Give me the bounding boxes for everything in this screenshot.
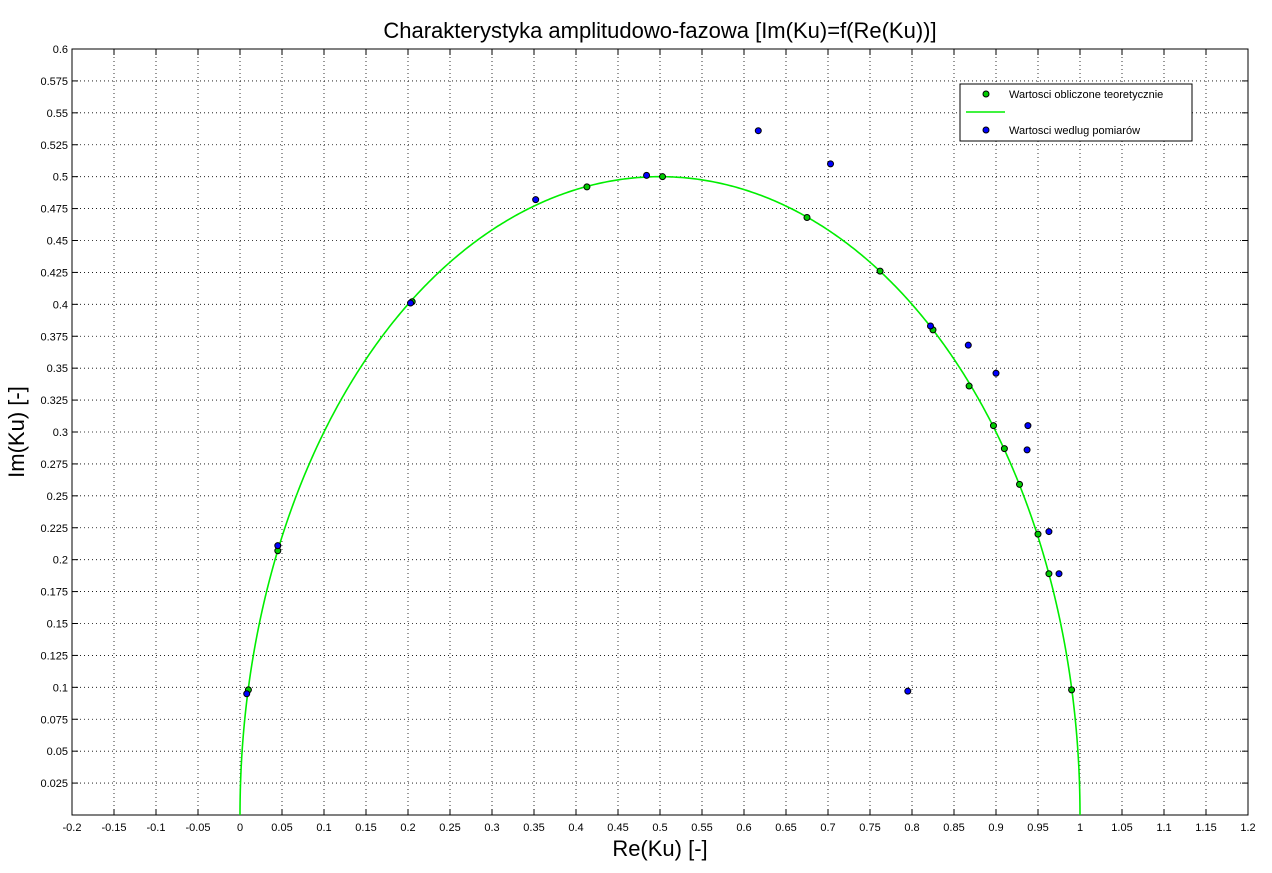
y-tick-label: 0.075 (40, 714, 68, 726)
x-tick-label: 1.15 (1195, 822, 1216, 834)
theoretical-point (876, 267, 884, 275)
x-tick-label: 0.9 (988, 822, 1003, 834)
y-tick-label: 0.2 (53, 555, 68, 567)
y-tick-label: 0.025 (40, 778, 68, 790)
theoretical-point (1045, 570, 1053, 578)
x-tick-label: -0.2 (63, 822, 82, 834)
x-tick-label: 0.7 (820, 822, 835, 834)
measured-point (1045, 528, 1053, 536)
legend: Wartosci obliczone teoretycznie Wartosci… (959, 83, 1193, 142)
theoretical-point (1034, 530, 1042, 538)
measured-point (827, 160, 835, 168)
y-tick-label: 0.425 (40, 267, 68, 279)
y-tick-label: 0.1 (53, 682, 68, 694)
theoretical-point (989, 422, 997, 430)
y-tick-label: 0.55 (47, 108, 68, 120)
y-tick-label: 0.4 (53, 299, 68, 311)
x-tick-label: 0.95 (1027, 822, 1048, 834)
y-tick-label: 0.35 (47, 363, 68, 375)
theoretical-point (1016, 480, 1024, 488)
x-axis-title: Re(Ku) [-] (612, 836, 707, 861)
theoretical-point (1068, 686, 1076, 694)
x-tick-label: 0.35 (523, 822, 544, 834)
x-tick-label: 0.45 (607, 822, 628, 834)
measured-point (754, 127, 762, 135)
x-tick-label: 1.05 (1111, 822, 1132, 834)
measured-point (904, 687, 912, 695)
y-tick-label: 0.225 (40, 523, 68, 535)
x-tick-label: 1.1 (1156, 822, 1171, 834)
x-tick-label: 0.4 (568, 822, 583, 834)
theoretical-point (803, 214, 811, 222)
y-tick-label: 0.275 (40, 459, 68, 471)
x-tick-label: -0.15 (101, 822, 126, 834)
x-tick-label: 1 (1077, 822, 1083, 834)
y-tick-label: 0.575 (40, 76, 68, 88)
y-tick-label: 0.325 (40, 395, 68, 407)
x-tick-label: 0.65 (775, 822, 796, 834)
y-tick-label: 0.525 (40, 140, 68, 152)
measured-point (964, 341, 972, 349)
chart-title: Charakterystyka amplitudowo-fazowa [Im(K… (383, 18, 936, 43)
y-tick-label: 0.6 (53, 44, 68, 56)
y-tick-label: 0.375 (40, 331, 68, 343)
x-tick-label: 0.15 (355, 822, 376, 834)
x-tick-label: 0.5 (652, 822, 667, 834)
theoretical-point (1000, 445, 1008, 453)
legend-marker-measured (982, 126, 990, 134)
theoretical-point (583, 183, 591, 191)
x-tick-label: 0.6 (736, 822, 751, 834)
x-tick-label: 0.85 (943, 822, 964, 834)
axis-ticks (71, 48, 1249, 815)
x-tick-label: 1.2 (1240, 822, 1255, 834)
y-tick-label: 0.175 (40, 587, 68, 599)
x-tick-label: 0.3 (484, 822, 499, 834)
x-tick-label: 0.1 (316, 822, 331, 834)
x-tick-label: 0.25 (439, 822, 460, 834)
y-tick-label: 0.25 (47, 491, 68, 503)
measured-point (1055, 570, 1063, 578)
legend-label-measured: Wartosci wedlug pomiarów (1009, 125, 1140, 137)
y-tick-label: 0.125 (40, 650, 68, 662)
y-tick-label: 0.45 (47, 236, 68, 248)
legend-marker-theoretical (982, 90, 990, 98)
x-tick-label: 0 (237, 822, 243, 834)
legend-label-theoretical: Wartosci obliczone teoretycznie (1009, 89, 1163, 101)
grid (71, 48, 1249, 815)
x-tick-label: 0.75 (859, 822, 880, 834)
x-tick-label: 0.05 (271, 822, 292, 834)
measured-point (643, 171, 651, 179)
y-tick-label: 0.475 (40, 204, 68, 216)
theoretical-point (965, 382, 973, 390)
x-tick-label: 0.2 (400, 822, 415, 834)
x-tick-label: -0.1 (147, 822, 166, 834)
y-tick-labels: 0.025 0.05 0.075 0.1 0.125 0.15 0.175 0.2 0.225 0… (40, 44, 68, 790)
measured-point (926, 322, 934, 330)
measured-point (1024, 422, 1032, 430)
measured-point (1023, 446, 1031, 454)
measured-point (407, 299, 415, 307)
y-axis-title: Im(Ku) [-] (4, 386, 29, 478)
x-tick-label: 0.8 (904, 822, 919, 834)
theoretical-point (659, 173, 667, 181)
y-tick-label: 0.3 (53, 427, 68, 439)
x-tick-label: -0.05 (185, 822, 210, 834)
measured-point (992, 369, 1000, 377)
measured-point (274, 542, 282, 550)
y-tick-label: 0.15 (47, 619, 68, 631)
measured-point (532, 196, 540, 204)
data-points-layer (243, 127, 1076, 698)
measured-point (243, 690, 251, 698)
x-tick-label: 0.55 (691, 822, 712, 834)
x-tick-labels: -0.2 -0.15 -0.1 -0.05 0 0.05 0.1 0.15 0.2 0.25 0.3… (63, 822, 1256, 834)
y-tick-label: 0.05 (47, 746, 68, 758)
y-tick-label: 0.5 (53, 172, 68, 184)
